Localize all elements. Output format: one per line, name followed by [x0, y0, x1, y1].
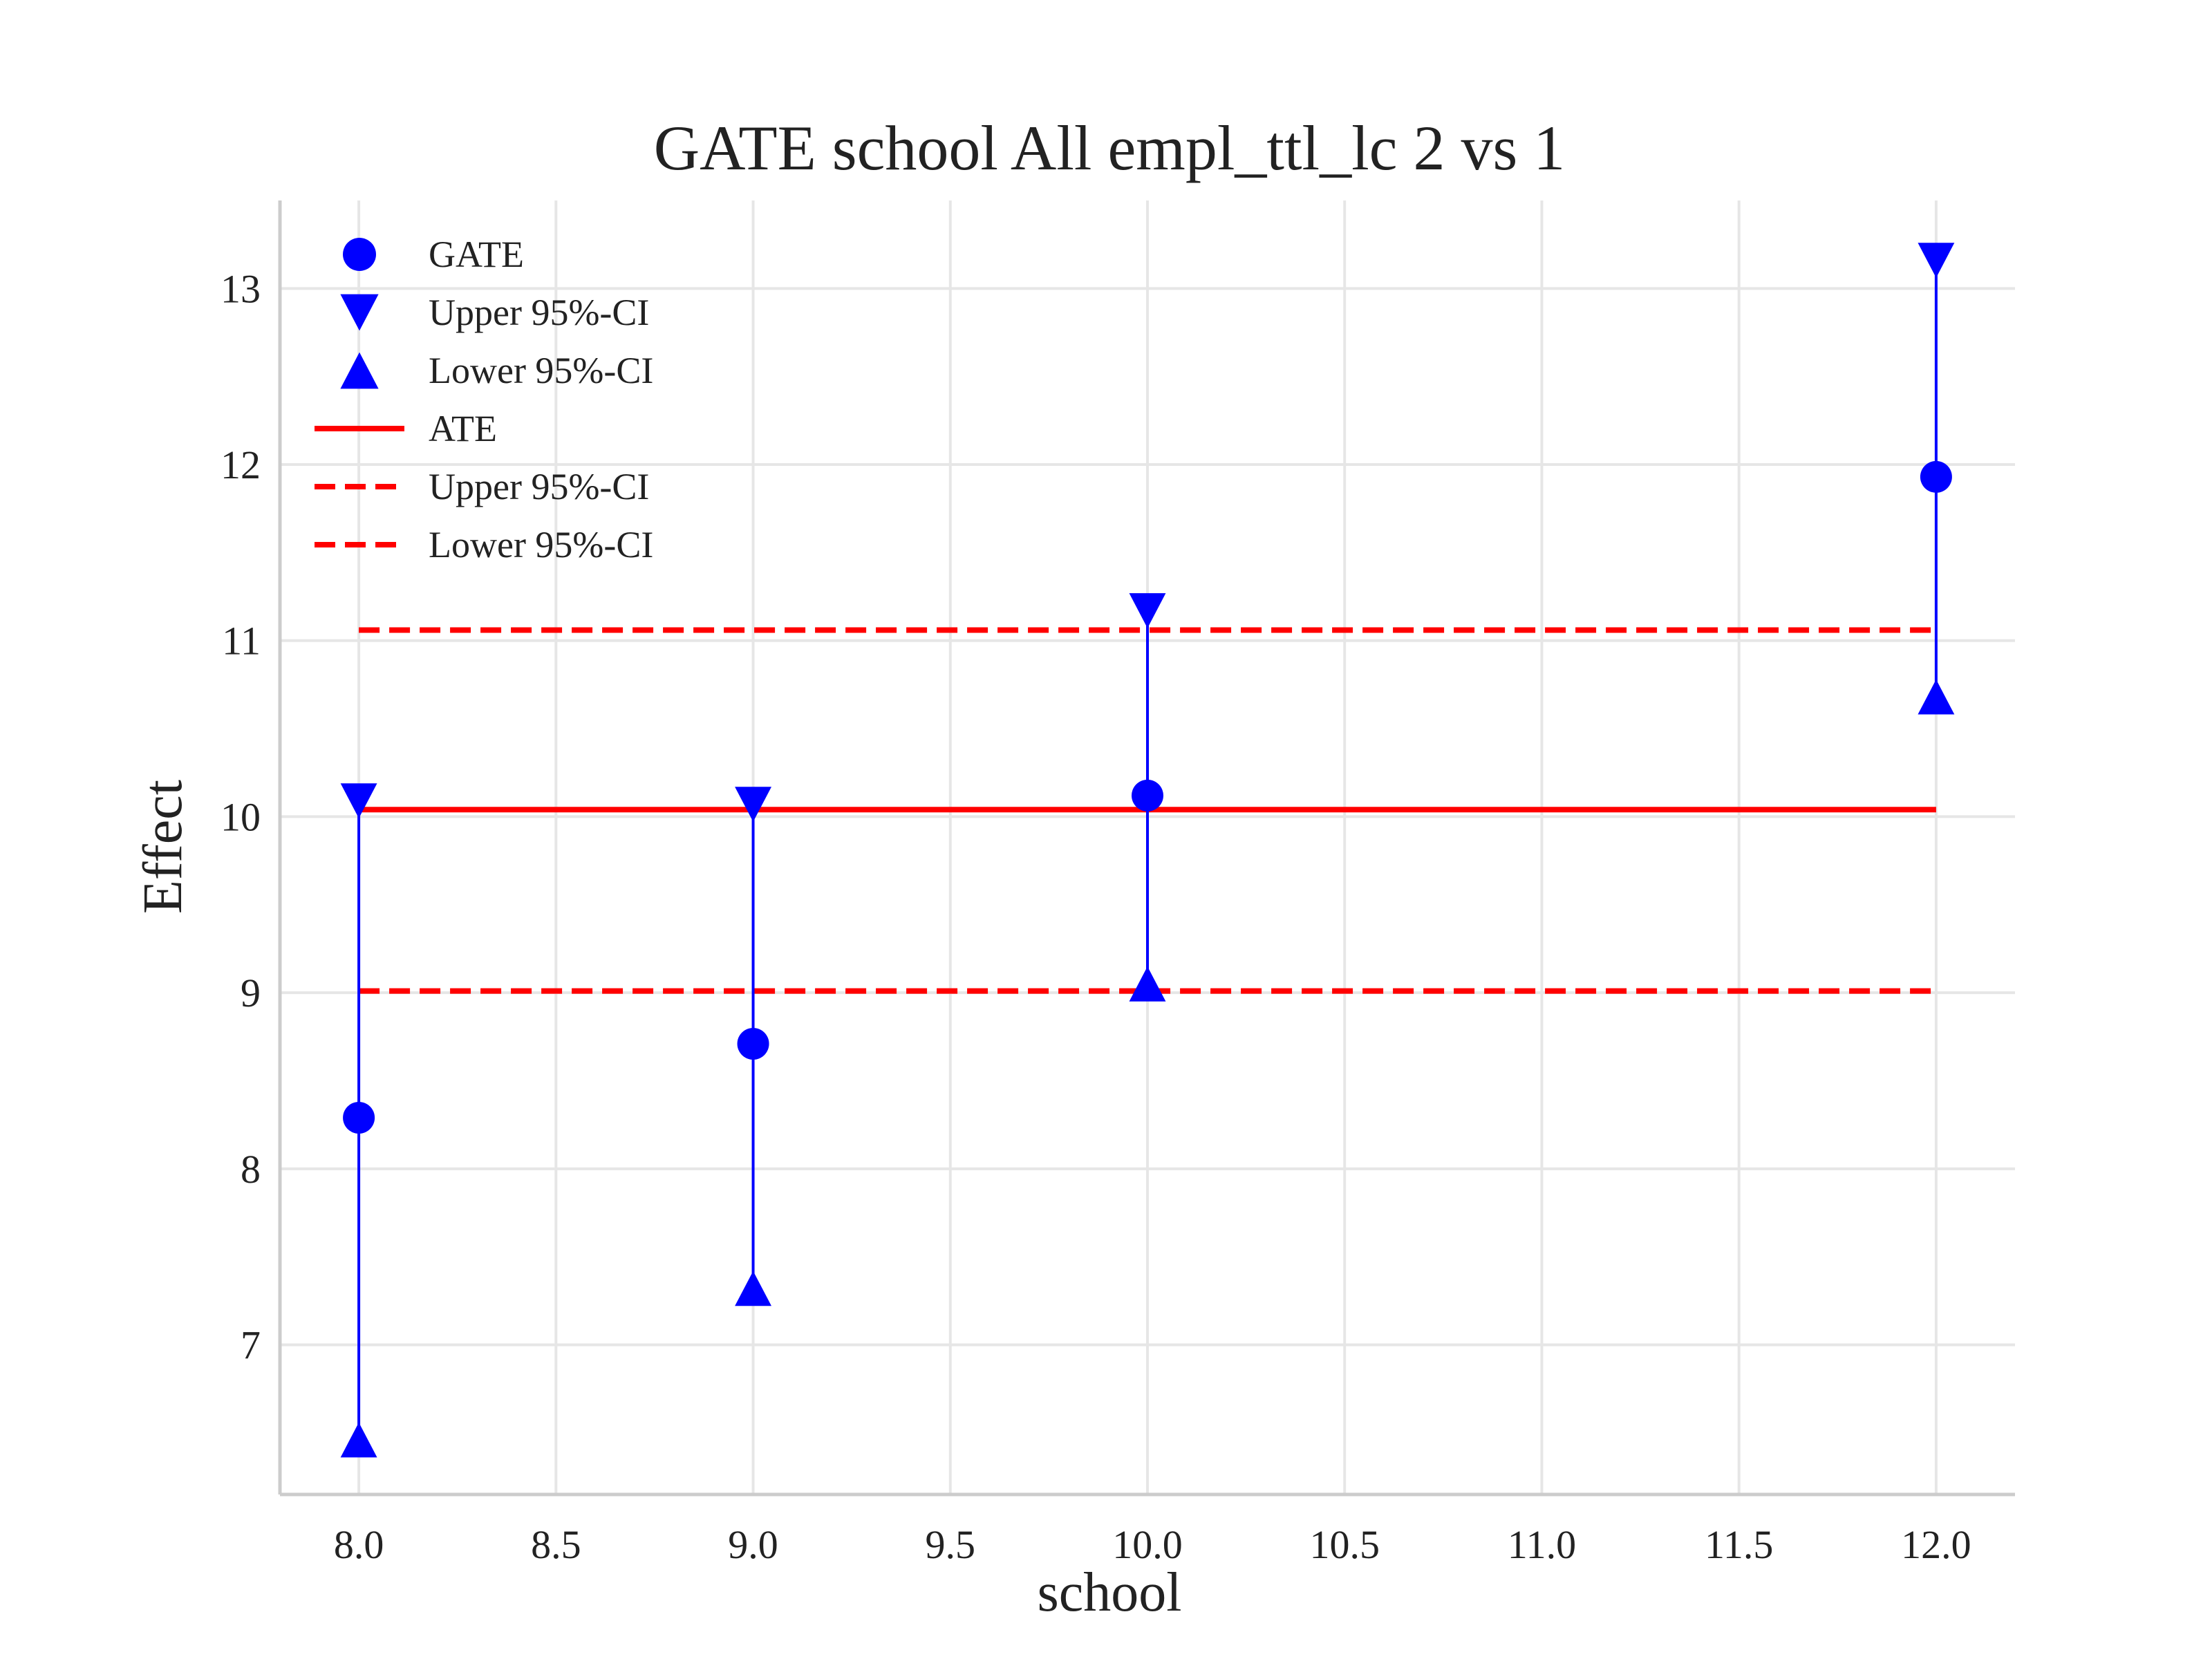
tick-labels: 8.0 8.5 9.0 9.5 10.0 10.5 11.0 11.5 12.0 7 8 9 10 11 1… [221, 266, 1971, 1567]
legend-label: Lower 95%-CI [429, 350, 653, 391]
legend-gate-point-marker [343, 238, 376, 271]
axes [278, 200, 2015, 1497]
x-tick-label: 10.0 [1112, 1522, 1183, 1567]
x-tick-label: 11.5 [1705, 1522, 1773, 1567]
lower-ci-point [1129, 966, 1166, 1002]
y-axis-label: Effect [133, 780, 194, 914]
upper-ci-point [340, 783, 377, 818]
legend: GATE Upper 95%-CI Lower 95%-CI ATE Upper 95%… [315, 234, 653, 565]
legend-label: ATE [429, 408, 497, 449]
data-series [340, 243, 1955, 1458]
legend-label: Lower 95%-CI [429, 524, 653, 565]
y-tick-label: 11 [222, 619, 261, 664]
lower-ci-point [1918, 679, 1955, 715]
x-tick-label: 8.0 [334, 1522, 384, 1567]
y-tick-label: 7 [241, 1323, 261, 1368]
upper-ci-point [1918, 243, 1955, 278]
chart-title: GATE school All empl_ttl_lc 2 vs 1 [654, 113, 1566, 183]
y-tick-label: 8 [241, 1147, 261, 1192]
legend-upper-ci-point-marker [340, 294, 379, 331]
x-tick-label: 12.0 [1901, 1522, 1971, 1567]
upper-ci-point [1129, 593, 1166, 628]
gate-point [1132, 779, 1163, 812]
x-tick-label: 9.5 [926, 1522, 976, 1567]
legend-label: Upper 95%-CI [429, 466, 649, 507]
x-tick-label: 10.5 [1309, 1522, 1380, 1567]
x-tick-label: 8.5 [531, 1522, 581, 1567]
x-tick-label: 9.0 [728, 1522, 778, 1567]
y-tick-label: 9 [241, 971, 261, 1015]
x-axis-label: school [1038, 1562, 1182, 1623]
y-tick-label: 13 [221, 266, 261, 311]
upper-ci-point [735, 787, 771, 822]
legend-lower-ci-point-marker [340, 352, 379, 389]
lower-ci-point [735, 1271, 771, 1306]
legend-label: GATE [429, 234, 524, 275]
x-tick-label: 11.0 [1508, 1522, 1576, 1567]
gate-point [343, 1101, 375, 1134]
gate-point [1920, 460, 1952, 493]
gate-point [737, 1027, 769, 1060]
y-tick-label: 12 [221, 442, 261, 487]
legend-label: Upper 95%-CI [429, 292, 649, 333]
lower-ci-point [340, 1422, 377, 1458]
y-tick-label: 10 [221, 794, 261, 839]
